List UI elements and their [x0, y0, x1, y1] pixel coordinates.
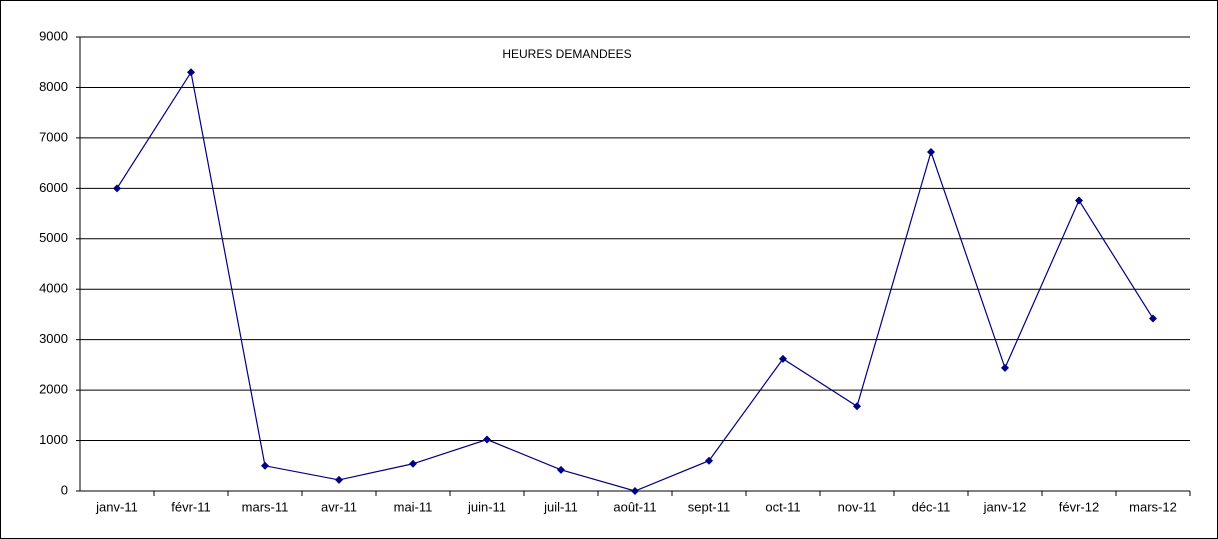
data-point	[705, 456, 713, 465]
x-tick-label: janv-11	[95, 499, 138, 514]
y-tick-label: 6000	[39, 180, 68, 195]
data-point	[1001, 363, 1009, 372]
x-tick-label: déc-11	[912, 499, 951, 514]
x-tick-label: févr-11	[171, 499, 211, 514]
y-tick-label: 1000	[39, 432, 68, 447]
x-tick-label: mai-11	[394, 499, 433, 514]
x-tick-label: janv-12	[983, 499, 1027, 514]
data-point	[1075, 196, 1083, 205]
data-point	[631, 487, 639, 495]
y-tick-label: 0	[61, 482, 68, 497]
x-tick-label: mars-12	[1129, 499, 1177, 514]
data-point	[927, 148, 935, 157]
data-point	[335, 475, 343, 484]
data-point	[187, 68, 195, 77]
x-tick-label: févr-12	[1059, 499, 1099, 514]
chart-title: HEURES DEMANDEES	[502, 47, 631, 61]
data-point	[1149, 314, 1157, 323]
y-tick-label: 4000	[39, 281, 68, 296]
data-point	[483, 435, 491, 444]
x-tick-label: nov-11	[838, 499, 877, 514]
data-point	[779, 354, 787, 363]
data-point	[409, 459, 417, 468]
x-tick-label: avr-11	[321, 499, 357, 514]
x-tick-label: oct-11	[765, 499, 800, 514]
y-tick-label: 7000	[39, 129, 68, 144]
x-tick-label: août-11	[613, 499, 656, 514]
data-point	[557, 465, 565, 474]
data-point	[113, 184, 121, 193]
data-point	[261, 461, 269, 470]
x-tick-label: juil-11	[543, 499, 578, 514]
y-tick-label: 3000	[39, 331, 68, 346]
x-tick-label: sept-11	[688, 499, 730, 514]
y-tick-label: 8000	[39, 79, 68, 94]
y-tick-label: 5000	[39, 230, 68, 245]
y-tick-label: 2000	[39, 382, 68, 397]
y-tick-label: 9000	[39, 28, 68, 43]
x-tick-label: mars-11	[242, 499, 289, 514]
x-tick-label: juin-11	[467, 499, 506, 514]
data-point	[853, 402, 861, 411]
